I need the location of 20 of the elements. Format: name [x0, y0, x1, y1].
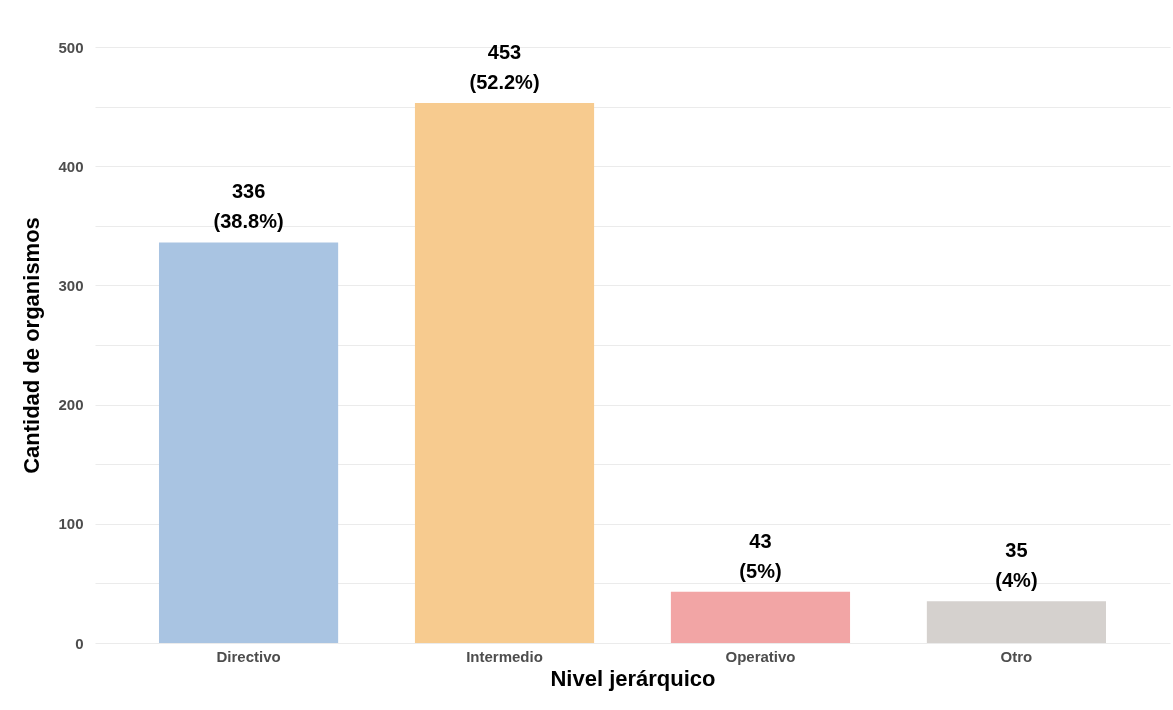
- x-tick-label: Directivo: [216, 647, 281, 665]
- y-tick-label: 200: [58, 396, 84, 414]
- bar: [158, 242, 339, 643]
- x-tick-label: Otro: [1000, 647, 1033, 665]
- y-tick-label: 300: [58, 276, 84, 294]
- y-tick-label: 400: [58, 157, 84, 175]
- bar: [414, 103, 595, 643]
- y-tick-label: 0: [75, 634, 84, 652]
- data-label: 35 (4%): [995, 539, 1038, 592]
- y-tick-label: 500: [58, 38, 84, 56]
- data-label: 453 (52.2%): [469, 41, 540, 94]
- y-axis-title: Cantidad de organismos: [19, 217, 45, 474]
- bar: [926, 601, 1107, 643]
- x-tick-label: Intermedio: [466, 647, 543, 665]
- data-label: 43 (5%): [739, 529, 782, 582]
- bar: [670, 591, 851, 643]
- x-tick-label: Operativo: [725, 647, 796, 665]
- data-label: 336 (38.8%): [213, 180, 284, 233]
- y-tick-label: 100: [58, 515, 84, 533]
- x-axis-title: Nivel jerárquico: [550, 665, 716, 691]
